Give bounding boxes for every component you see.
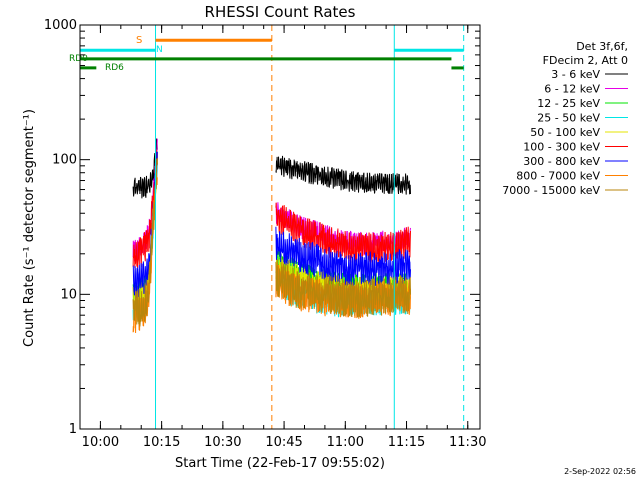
x-tick-label: 10:30 [204, 435, 241, 450]
series-line [132, 137, 158, 199]
series-3-6-kev [132, 137, 411, 199]
series-line [132, 158, 158, 327]
flag-label: RD0 [69, 54, 88, 64]
legend-label: 100 - 300 keV [523, 141, 600, 154]
flag-label: S [136, 35, 142, 46]
y-tick-label: 10 [60, 287, 77, 302]
flag-label: RD6 [105, 63, 124, 73]
legend-header: Det 3f,6f, [576, 40, 628, 53]
y-axis-label: Count Rate (s⁻¹ detector segment⁻¹) [22, 109, 37, 347]
series-line [275, 226, 411, 286]
x-tick-label: 11:15 [388, 435, 425, 450]
series-line [275, 155, 411, 195]
flag-label: N [156, 45, 163, 55]
legend-label: 300 - 800 keV [523, 155, 600, 168]
legend-label: 12 - 25 keV [537, 97, 600, 110]
y-tick-label: 1000 [44, 18, 77, 33]
series-line [275, 202, 411, 264]
legend-label: 6 - 12 keV [544, 83, 600, 96]
chart-title: RHESSI Count Rates [205, 3, 356, 21]
legend-label: 3 - 6 keV [551, 68, 600, 81]
x-tick-label: 11:00 [327, 435, 364, 450]
x-tick-label: 10:00 [82, 435, 119, 450]
legend-label: 800 - 7000 keV [516, 170, 600, 183]
plot-frame [79, 24, 481, 430]
x-axis-label: Start Time (22-Feb-17 09:55:02) [175, 456, 385, 471]
timestamp: 2-Sep-2022 02:56 [564, 467, 636, 476]
x-tick-label: 11:30 [449, 435, 486, 450]
series-7000-15000-kev [132, 158, 411, 327]
legend-header: FDecim 2, Att 0 [543, 54, 628, 67]
x-tick-label: 10:15 [143, 435, 180, 450]
x-tick-label: 10:45 [265, 435, 302, 450]
y-tick-label: 100 [52, 153, 77, 168]
legend-label: 7000 - 15000 keV [502, 184, 600, 197]
legend-label: 25 - 50 keV [537, 112, 600, 125]
series-line [275, 259, 411, 318]
y-tick-label: 1 [69, 422, 77, 437]
legend-label: 50 - 100 keV [530, 126, 600, 139]
